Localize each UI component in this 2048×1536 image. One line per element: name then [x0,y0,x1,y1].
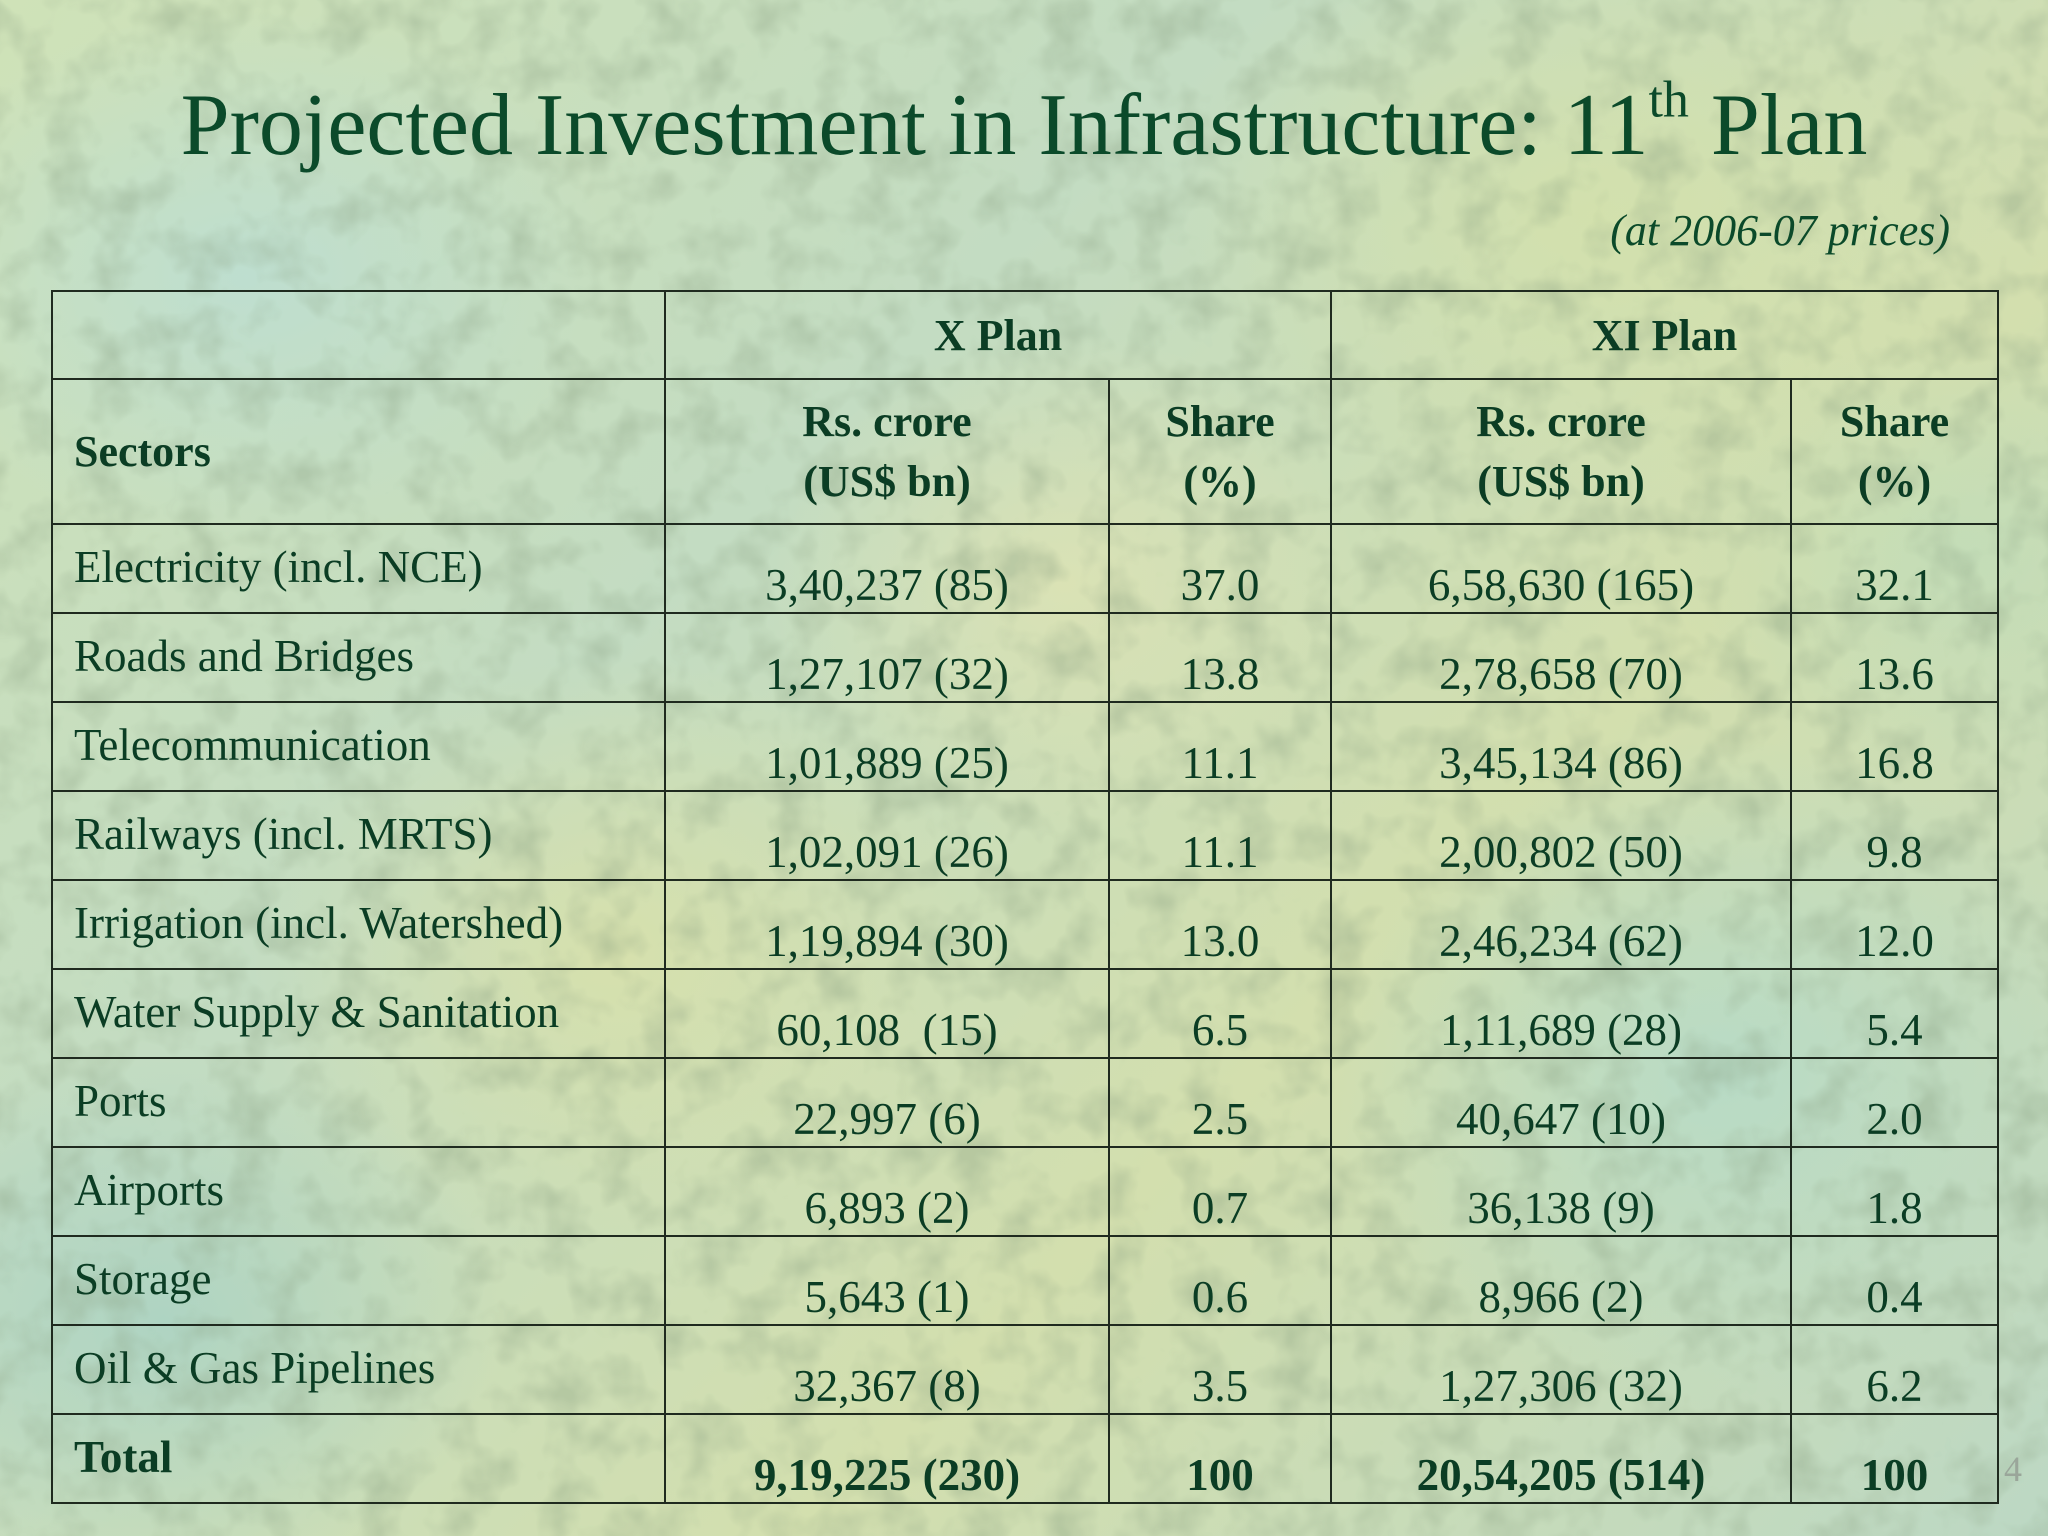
sector-cell: Airports [51,1146,666,1237]
table-row: Railways (incl. MRTS) 1,02,091 (26) 11.1… [51,790,2000,881]
xi-plan-share-cell: 32.1 [1790,523,2000,614]
x-plan-amount-cell: 3,40,237 (85) [664,523,1110,614]
x-plan-amount-cell: 1,27,107 (32) [664,612,1110,703]
header-line: (US$ bn) [803,456,971,506]
table-row: Roads and Bridges 1,27,107 (32) 13.8 2,7… [51,612,2000,703]
sector-cell: Electricity (incl. NCE) [51,523,666,614]
xi-plan-amount-cell: 40,647 (10) [1330,1057,1793,1148]
x-plan-share-cell: 11.1 [1107,790,1333,881]
x-plan-amount-cell: 1,19,894 (30) [664,879,1110,970]
header-line: (%) [1183,456,1257,506]
x-plan-share-cell: 3.5 [1107,1324,1333,1415]
sector-cell: Ports [51,1057,666,1148]
xi-plan-amount-cell: 2,46,234 (62) [1330,879,1793,970]
table-row: Water Supply & Sanitation 60,108 (15) 6.… [51,968,2000,1059]
slide-title: Projected Investment in Infrastructure: … [0,74,2048,170]
table-row: Oil & Gas Pipelines 32,367 (8) 3.5 1,27,… [51,1324,2000,1415]
x-plan-amount-cell: 6,893 (2) [664,1146,1110,1237]
xi-plan-amount-cell: 1,11,689 (28) [1330,968,1793,1059]
x-plan-amount-header: Rs. crore (US$ bn) [664,378,1110,525]
xi-plan-amount-header: Rs. crore (US$ bn) [1330,378,1793,525]
header-line: (%) [1857,456,1932,506]
table-row: Storage 5,643 (1) 0.6 8,966 (2) 0.4 [51,1235,2000,1326]
xi-plan-total-share-cell: 100 [1790,1413,2000,1504]
header-line: Rs. crore [1476,397,1646,447]
table-row: Irrigation (incl. Watershed) 1,19,894 (3… [51,879,2000,970]
table-row: Telecommunication 1,01,889 (25) 11.1 3,4… [51,701,2000,792]
x-plan-share-cell: 2.5 [1107,1057,1333,1148]
sector-cell: Water Supply & Sanitation [51,968,666,1059]
sector-cell: Railways (incl. MRTS) [51,790,666,881]
total-row: Total 9,19,225 (230) 100 20,54,205 (514)… [51,1413,2000,1504]
x-plan-header: X Plan [663,290,1333,380]
slide-title-main: Projected Investment in Infrastructure: … [180,77,1649,174]
xi-plan-amount-cell: 3,45,134 (86) [1330,701,1793,792]
x-plan-amount-cell: 22,997 (6) [664,1057,1110,1148]
header-line: Rs. crore [802,397,972,447]
x-plan-amount-cell: 5,643 (1) [664,1235,1110,1326]
page-number: 4 [2004,1449,2022,1489]
header-line: Share [1165,397,1275,447]
xi-plan-share-cell: 5.4 [1790,968,2000,1059]
slide-title-end: Plan [1688,77,1868,174]
x-plan-share-cell: 0.7 [1107,1146,1333,1237]
x-plan-share-header: Share (%) [1107,378,1333,525]
sector-cell: Irrigation (incl. Watershed) [51,879,666,970]
xi-plan-share-cell: 12.0 [1790,879,2000,970]
xi-plan-amount-cell: 6,58,630 (165) [1330,523,1793,614]
total-label-cell: Total [51,1413,666,1504]
investment-table: X Plan XI Plan Sectors Rs. crore (US$ bn… [51,290,2000,1504]
plan-group-header-row: X Plan XI Plan [51,290,2000,380]
xi-plan-amount-cell: 1,27,306 (32) [1330,1324,1793,1415]
x-plan-total-share-cell: 100 [1107,1413,1333,1504]
table-row: Electricity (incl. NCE) 3,40,237 (85) 37… [51,523,2000,614]
x-plan-share-cell: 13.0 [1107,879,1333,970]
sector-cell: Oil & Gas Pipelines [51,1324,666,1415]
header-line: Share [1839,397,1950,447]
x-plan-amount-cell: 60,108 (15) [664,968,1110,1059]
xi-plan-share-cell: 6.2 [1790,1324,2000,1415]
x-plan-total-amount-cell: 9,19,225 (230) [664,1413,1110,1504]
xi-plan-amount-cell: 36,138 (9) [1330,1146,1793,1237]
xi-plan-share-header: Share (%) [1790,378,2000,525]
sector-cell: Telecommunication [51,701,666,792]
x-plan-share-cell: 13.8 [1107,612,1333,703]
xi-plan-share-cell: 1.8 [1790,1146,2000,1237]
xi-plan-share-cell: 2.0 [1790,1057,2000,1148]
xi-plan-share-cell: 9.8 [1790,790,2000,881]
xi-plan-amount-cell: 8,966 (2) [1330,1235,1793,1326]
blank-header-cell [51,290,666,380]
xi-plan-amount-cell: 2,78,658 (70) [1330,612,1793,703]
xi-plan-header: XI Plan [1330,290,2000,380]
table-row: Ports 22,997 (6) 2.5 40,647 (10) 2.0 [51,1057,2000,1148]
sectors-header: Sectors [51,378,666,525]
x-plan-share-cell: 6.5 [1107,968,1333,1059]
xi-plan-share-cell: 16.8 [1790,701,2000,792]
xi-plan-amount-cell: 2,00,802 (50) [1330,790,1793,881]
header-line: (US$ bn) [1477,456,1645,506]
x-plan-share-cell: 37.0 [1107,523,1333,614]
x-plan-share-cell: 11.1 [1107,701,1333,792]
x-plan-amount-cell: 1,02,091 (26) [664,790,1110,881]
slide-subtitle: (at 2006-07 prices) [1610,206,1950,255]
sector-cell: Roads and Bridges [51,612,666,703]
xi-plan-share-cell: 0.4 [1790,1235,2000,1326]
table-row: Airports 6,893 (2) 0.7 36,138 (9) 1.8 [51,1146,2000,1237]
xi-plan-share-cell: 13.6 [1790,612,2000,703]
x-plan-amount-cell: 32,367 (8) [664,1324,1110,1415]
column-header-row: Sectors Rs. crore (US$ bn) Share (%) Rs.… [51,378,2000,525]
slide-title-superscript: th [1648,71,1689,129]
x-plan-amount-cell: 1,01,889 (25) [664,701,1110,792]
x-plan-share-cell: 0.6 [1107,1235,1333,1326]
sector-cell: Storage [51,1235,666,1326]
xi-plan-total-amount-cell: 20,54,205 (514) [1330,1413,1793,1504]
